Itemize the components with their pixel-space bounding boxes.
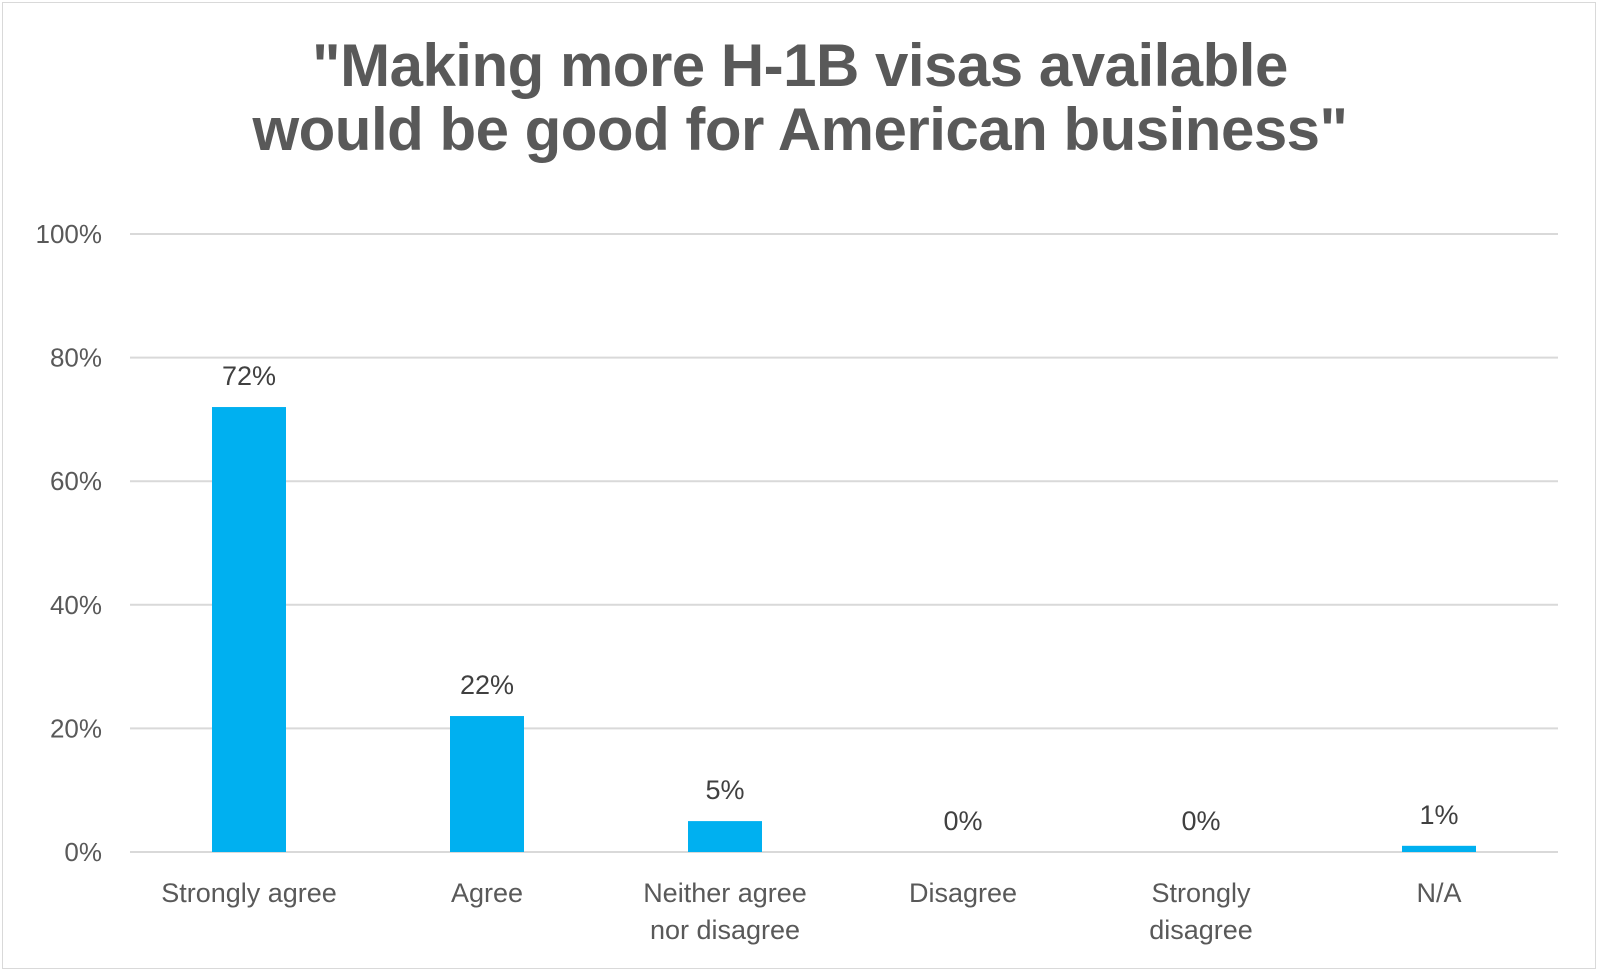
- data-labels: 72% 22% 5% 0% 0% 1%: [222, 361, 1459, 836]
- y-tick-label: 20%: [50, 713, 102, 743]
- category-label-line: Agree: [451, 878, 523, 908]
- category-label-line: Disagree: [909, 878, 1017, 908]
- category-label: Strongly agree: [161, 878, 337, 908]
- bar: [1402, 845, 1476, 852]
- category-label-line: N/A: [1416, 878, 1461, 908]
- category-label: Agree: [451, 878, 523, 908]
- category-label: Strongly disagree: [1149, 878, 1253, 945]
- bar: [212, 407, 286, 852]
- bar: [450, 716, 524, 852]
- bars: [212, 407, 1476, 852]
- category-label-line: disagree: [1149, 915, 1253, 945]
- x-axis-categories: Strongly agree Agree Neither agree nor disa…: [161, 878, 1461, 945]
- chart-title-line-2: would be good for American business": [252, 96, 1348, 163]
- data-label: 0%: [1181, 806, 1220, 836]
- gridlines: [130, 233, 1558, 853]
- category-label-line: nor disagree: [650, 915, 800, 945]
- data-label: 22%: [460, 670, 514, 700]
- y-axis-ticks: 0% 20% 40% 60% 80% 100%: [36, 219, 103, 867]
- chart-title: "Making more H-1B visas available would …: [0, 34, 1600, 162]
- y-tick-label: 40%: [50, 590, 102, 620]
- data-label: 5%: [705, 775, 744, 805]
- bar: [688, 821, 762, 852]
- category-label-line: Strongly agree: [161, 878, 337, 908]
- data-label: 72%: [222, 361, 276, 391]
- data-label: 0%: [943, 806, 982, 836]
- data-label: 1%: [1419, 800, 1458, 830]
- chart-title-line-1: "Making more H-1B visas available: [312, 32, 1288, 99]
- category-label-line: Strongly: [1151, 878, 1251, 908]
- category-label: N/A: [1416, 878, 1461, 908]
- y-tick-label: 0%: [64, 837, 102, 867]
- category-label: Disagree: [909, 878, 1017, 908]
- category-label: Neither agree nor disagree: [643, 878, 807, 945]
- y-tick-label: 80%: [50, 343, 102, 373]
- y-tick-label: 60%: [50, 466, 102, 496]
- category-label-line: Neither agree: [643, 878, 807, 908]
- y-tick-label: 100%: [36, 219, 103, 249]
